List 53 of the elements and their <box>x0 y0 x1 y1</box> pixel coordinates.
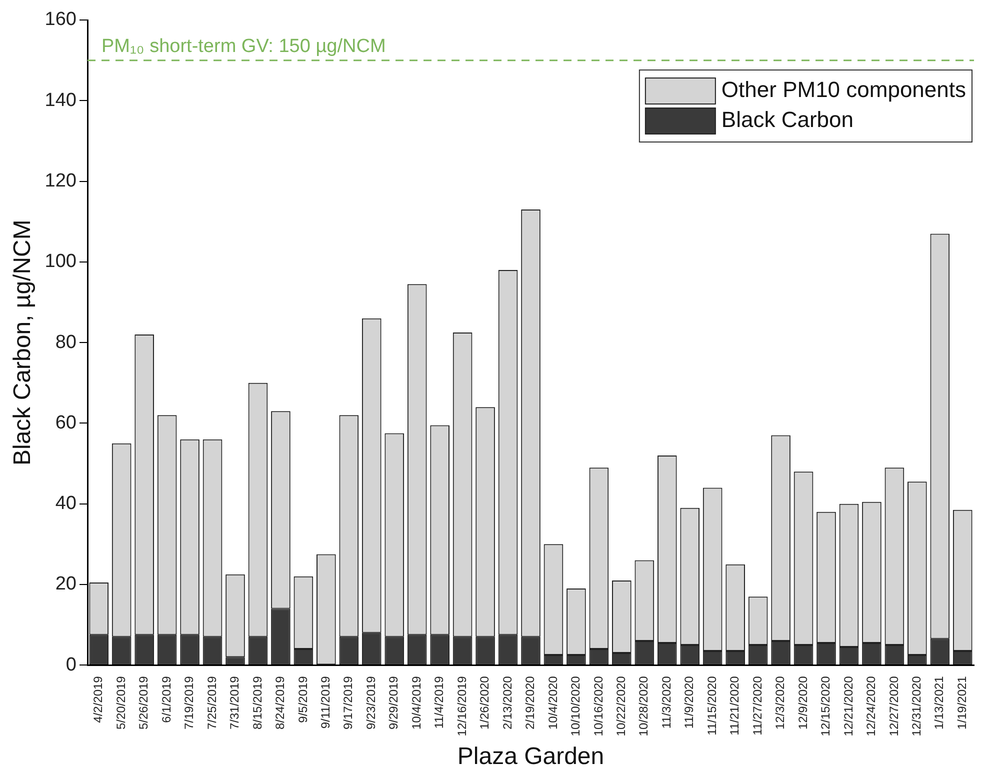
x-tick-label: 9/11/2019 <box>318 676 332 729</box>
x-tick-label: 4/2/2019 <box>91 676 106 723</box>
x-tick-label: 12/9/2020 <box>796 676 810 730</box>
x-tick-label: 5/26/2019 <box>136 676 151 730</box>
x-tick-label: 10/10/2020 <box>568 676 583 736</box>
x-tick-label: 10/4/2019 <box>409 676 424 730</box>
x-tick-label: 10/22/2020 <box>614 676 628 736</box>
x-tick-label: 9/17/2019 <box>341 676 356 730</box>
x-tick-label: 11/4/2019 <box>432 676 446 729</box>
x-tick-label: 12/24/2020 <box>864 676 878 736</box>
y-tick-label: 40 <box>55 493 76 514</box>
x-tick-label: 11/15/2020 <box>704 676 719 736</box>
x-axis-title: Plaza Garden <box>457 743 604 770</box>
y-tick-label: 80 <box>55 332 76 353</box>
x-tick-label: 9/29/2019 <box>386 676 401 730</box>
x-tick-label: 2/19/2020 <box>523 676 538 730</box>
x-tick-label: 7/31/2019 <box>228 676 242 730</box>
x-tick-label: 12/3/2020 <box>773 676 788 730</box>
x-tick-label: 10/28/2020 <box>636 676 651 736</box>
x-tick-label: 1/26/2020 <box>478 676 492 730</box>
y-tick-label: 120 <box>44 170 76 192</box>
y-tick-label: 160 <box>44 9 76 30</box>
x-tick-label: 8/15/2019 <box>250 676 264 730</box>
x-tick-label: 11/9/2020 <box>682 676 696 729</box>
x-tick-label: 1/19/2021 <box>954 676 969 730</box>
x-tick-label: 12/21/2020 <box>841 676 856 736</box>
x-tick-label: 10/16/2020 <box>591 676 606 736</box>
y-axis-title: Black Carbon, µg/NCM <box>9 220 36 466</box>
x-tick-label: 8/24/2019 <box>273 676 288 730</box>
y-tick-label: 60 <box>55 412 76 434</box>
y-tick-label: 140 <box>44 90 76 111</box>
x-tick-label: 12/15/2020 <box>818 676 833 736</box>
x-tick-label: 9/5/2019 <box>296 676 310 723</box>
x-tick-label: 12/31/2020 <box>909 676 924 736</box>
x-tick-label: 7/25/2019 <box>204 676 219 730</box>
y-tick-label: 100 <box>44 251 76 272</box>
x-tick-label: 1/13/2021 <box>932 676 946 730</box>
x-tick-label: 9/23/2019 <box>364 676 378 730</box>
x-tick-label: 10/4/2020 <box>546 676 560 730</box>
x-tick-label: 11/21/2020 <box>728 676 742 736</box>
x-tick-label: 2/13/2020 <box>500 676 514 730</box>
y-tick-label: 20 <box>55 574 76 595</box>
y-tick-label: 0 <box>66 654 76 676</box>
x-tick-label: 5/20/2019 <box>114 676 128 730</box>
ref-line-label: PM₁₀ short-term GV: 150 µg/NCM <box>102 36 386 58</box>
x-tick-label: 12/27/2020 <box>886 676 901 736</box>
x-tick-label: 6/1/2019 <box>159 676 174 723</box>
x-tick-label: 7/19/2019 <box>182 676 196 730</box>
legend-label: Black Carbon <box>721 107 854 132</box>
x-tick-label: 12/16/2019 <box>454 676 469 736</box>
x-tick-label: 11/3/2020 <box>659 676 674 729</box>
x-tick-label: 11/27/2020 <box>750 676 764 736</box>
legend-label: Other PM10 components <box>721 77 966 102</box>
